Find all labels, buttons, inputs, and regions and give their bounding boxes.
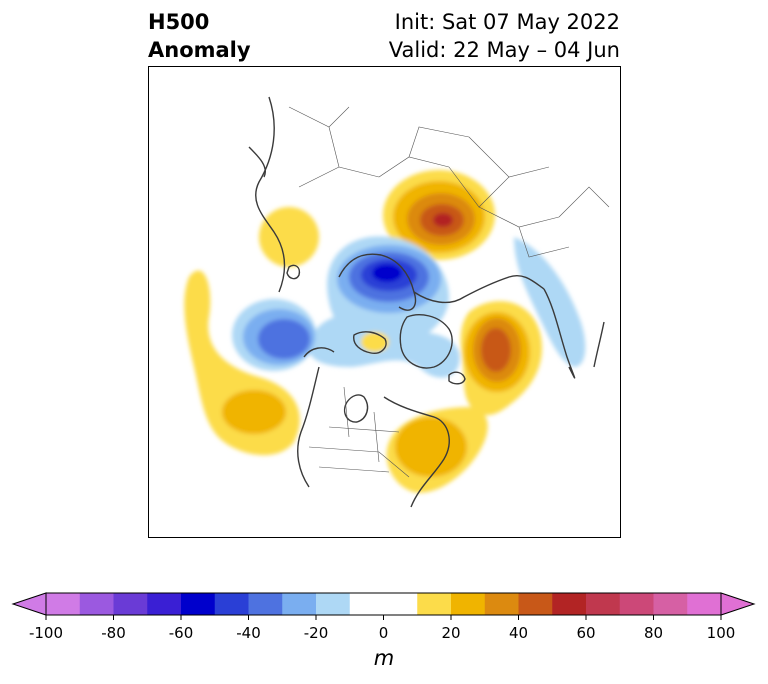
- colorbar-cell: [484, 593, 519, 615]
- colorbar-cell: [79, 593, 114, 615]
- forecast-dates: Init: Sat 07 May 2022 Valid: 22 May – 04…: [389, 8, 620, 64]
- map-title: H500 Anomaly: [148, 8, 251, 64]
- init-date-label: Init: Sat 07 May 2022: [394, 10, 620, 34]
- colorbar-tick-label: -20: [303, 624, 329, 642]
- colorbar-cell: [214, 593, 249, 615]
- colorbar-cell: [46, 593, 81, 615]
- colorbar-cell: [552, 593, 587, 615]
- negative-anomaly-north-pacific: [232, 299, 316, 371]
- anomaly-map: [148, 66, 621, 538]
- coastlines: [248, 96, 605, 508]
- title-line-1: H500: [148, 10, 210, 34]
- colorbar-cell: [687, 593, 722, 615]
- colorbar-cell: [451, 593, 486, 615]
- colorbar-cell: [147, 593, 182, 615]
- title-line-2: Anomaly: [148, 38, 251, 62]
- colorbar-unit-label: m: [373, 646, 395, 670]
- colorbar-cell: [349, 593, 418, 615]
- colorbar-under-arrow: [11, 592, 47, 616]
- colorbar-tick-label: 0: [378, 624, 389, 642]
- colorbar-cell: [518, 593, 553, 615]
- colorbar-tick-label: -40: [236, 624, 261, 642]
- colorbar-tick-label: 20: [441, 624, 461, 642]
- colorbar-cell: [619, 593, 654, 615]
- colorbar-over-arrow: [720, 592, 756, 616]
- colorbar-tick-label: 40: [508, 624, 529, 642]
- positive-anomaly-central-pacific: [184, 270, 300, 456]
- positive-anomaly-north-atlantic: [460, 301, 542, 416]
- colorbar-cell: [586, 593, 621, 615]
- colorbar-cell: [316, 593, 351, 615]
- positive-anomaly-eurasia: [383, 170, 495, 260]
- colorbar-tick-label: 60: [576, 624, 596, 642]
- positive-anomaly-central-asia: [259, 207, 319, 267]
- colorbar-cell: [181, 593, 216, 615]
- positive-anomaly-eastern-us: [386, 407, 488, 493]
- colorbar: [11, 592, 756, 620]
- colorbar-cell: [113, 593, 148, 615]
- anomaly-fields: [184, 170, 586, 493]
- country-borders: [288, 106, 610, 478]
- colorbar-tick-label: 80: [643, 624, 664, 642]
- colorbar-cell: [653, 593, 688, 615]
- colorbar-cell: [248, 593, 283, 615]
- colorbar-tick-label: 100: [706, 624, 736, 642]
- valid-date-label: Valid: 22 May – 04 Jun: [388, 38, 620, 62]
- colorbar-cell: [417, 593, 452, 615]
- colorbar-cell: [282, 593, 317, 615]
- colorbar-tick-label: -100: [28, 624, 64, 642]
- colorbar-tick-label: -60: [168, 624, 194, 642]
- colorbar-tick-label: -80: [101, 624, 126, 642]
